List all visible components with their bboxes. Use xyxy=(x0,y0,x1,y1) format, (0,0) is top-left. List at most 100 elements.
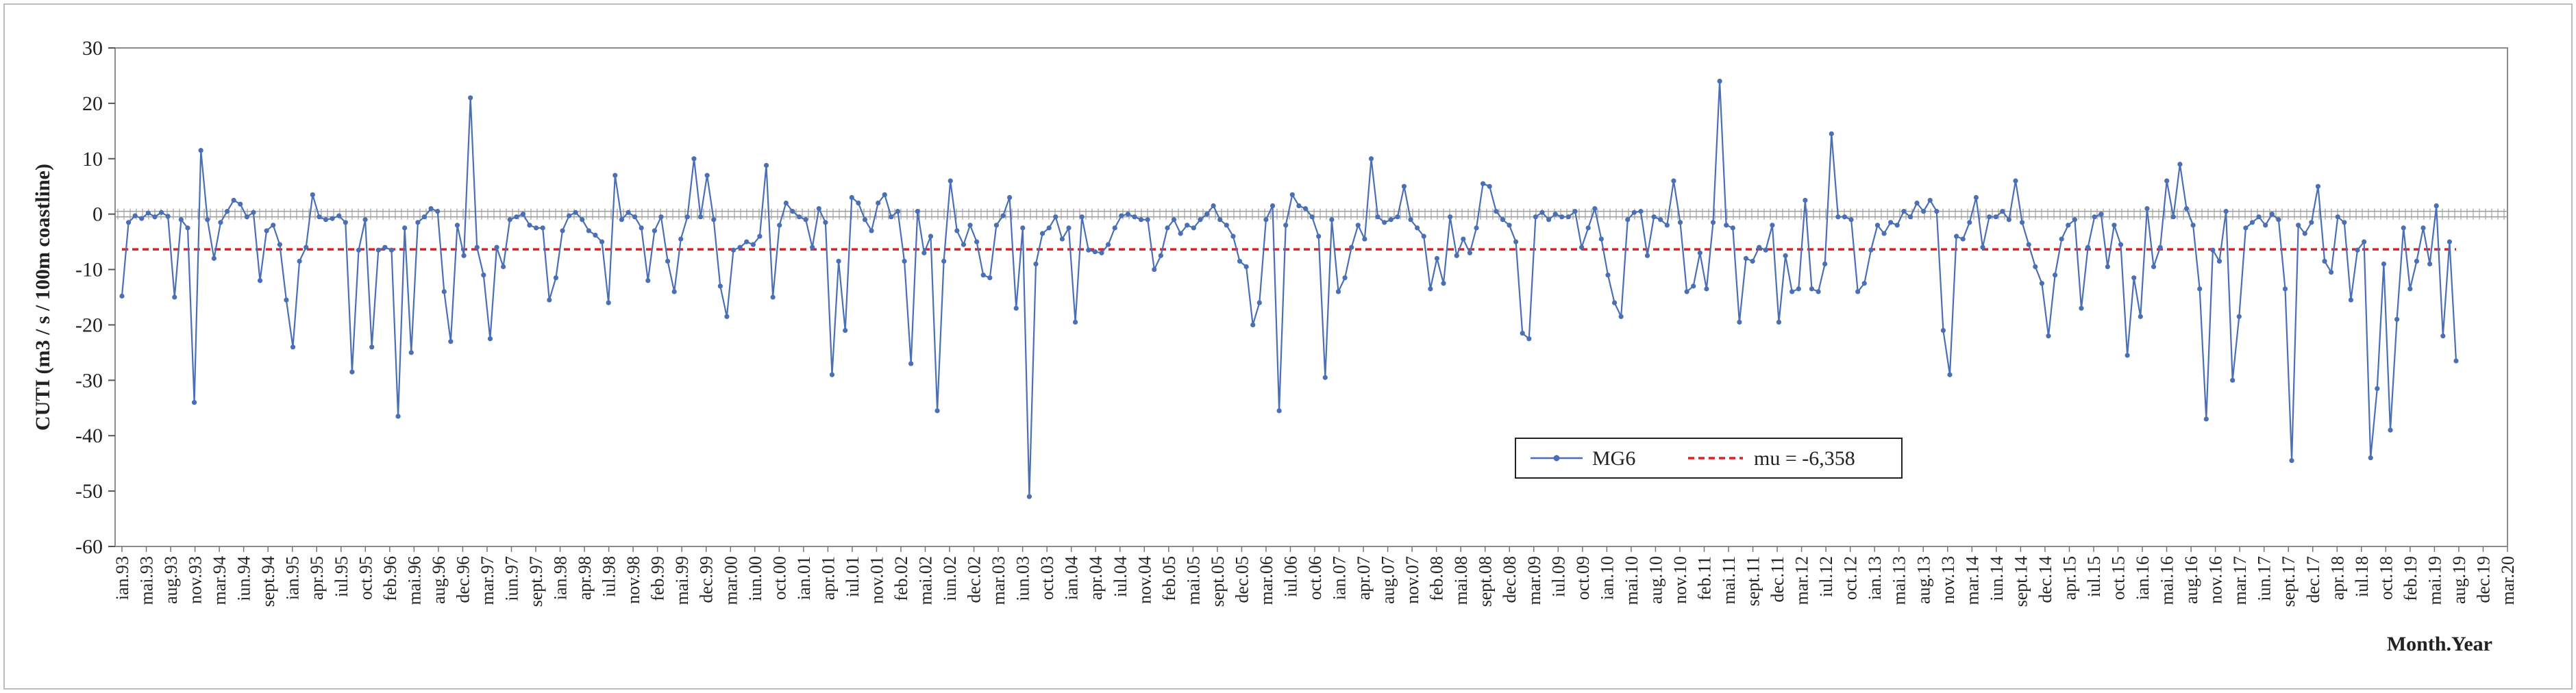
data-point xyxy=(1309,214,1315,220)
data-point xyxy=(1638,209,1644,214)
x-tick-label: mar.97 xyxy=(478,556,497,605)
data-point xyxy=(1954,234,1959,239)
data-point xyxy=(487,336,493,342)
data-point xyxy=(1520,330,1525,336)
data-point xyxy=(823,220,828,225)
x-tick-label: iun.14 xyxy=(1987,556,2007,601)
x-tick-label: ian.10 xyxy=(1597,556,1617,600)
x-tick-label: apr.01 xyxy=(818,556,838,600)
data-point xyxy=(2059,236,2064,242)
x-tick-label: oct.18 xyxy=(2376,556,2396,600)
x-tick-label: mai.93 xyxy=(137,556,157,605)
data-point xyxy=(1237,258,1243,264)
data-point xyxy=(1033,261,1039,267)
x-tick-label: dec.11 xyxy=(1768,556,1787,603)
data-point xyxy=(1572,209,1578,214)
data-point xyxy=(948,178,953,184)
data-point xyxy=(375,247,381,253)
data-point xyxy=(1927,197,1933,203)
x-tick-label: iul.01 xyxy=(843,556,863,597)
data-point xyxy=(1651,214,1657,220)
data-point xyxy=(132,213,138,218)
data-point xyxy=(928,234,934,239)
data-point xyxy=(1368,156,1374,162)
data-point xyxy=(415,220,421,225)
data-point xyxy=(428,205,434,212)
x-tick-label: feb.02 xyxy=(891,556,911,601)
data-point xyxy=(1907,214,1914,220)
data-point xyxy=(191,400,197,405)
data-point xyxy=(2375,386,2380,392)
data-point xyxy=(665,258,671,264)
x-tick-label: oct.06 xyxy=(1305,556,1325,600)
data-point xyxy=(185,225,190,231)
data-point xyxy=(1224,223,1229,228)
data-point xyxy=(1894,223,1900,228)
legend-marker-mg6 xyxy=(1553,455,1560,462)
data-point xyxy=(343,220,348,225)
data-point xyxy=(1967,220,1972,225)
data-point xyxy=(2329,270,2334,275)
data-point xyxy=(547,297,552,303)
data-point xyxy=(2230,377,2236,383)
data-point xyxy=(264,228,269,234)
x-tick-label: sept.97 xyxy=(526,556,546,607)
data-point xyxy=(1448,214,1453,220)
data-point xyxy=(1276,408,1282,414)
x-tick-label: iun.97 xyxy=(501,556,521,601)
data-point xyxy=(612,173,618,178)
data-point xyxy=(172,294,177,300)
data-point xyxy=(2144,205,2150,212)
data-point xyxy=(1349,244,1354,250)
data-point xyxy=(921,250,927,255)
x-tick-label: mai.99 xyxy=(672,556,692,605)
x-tick-label: nov.13 xyxy=(1938,556,1958,604)
x-tick-label: iul.18 xyxy=(2352,556,2372,597)
x-tick-label: oct.95 xyxy=(356,556,375,600)
data-point xyxy=(862,217,868,223)
data-point xyxy=(757,234,763,239)
data-point xyxy=(1355,223,1361,228)
data-point xyxy=(684,214,690,220)
data-point xyxy=(2263,223,2268,228)
x-tick-label: oct.12 xyxy=(1841,556,1861,600)
data-point xyxy=(2322,258,2327,264)
plot-area xyxy=(114,47,2508,547)
data-point xyxy=(567,213,572,218)
data-point xyxy=(934,408,940,414)
data-point xyxy=(1816,289,1821,294)
data-point xyxy=(481,273,486,278)
data-point xyxy=(2447,239,2453,244)
data-point xyxy=(2427,261,2433,267)
data-point xyxy=(152,214,158,220)
x-tick-label: ian.07 xyxy=(1330,556,1350,600)
data-point xyxy=(1454,253,1459,258)
data-point xyxy=(1092,249,1098,255)
data-point xyxy=(1625,217,1631,223)
data-point xyxy=(271,223,276,228)
data-point xyxy=(1539,210,1545,215)
data-point xyxy=(1099,250,1104,255)
data-point xyxy=(1191,225,1196,231)
x-tick-label: apr.07 xyxy=(1354,556,1374,600)
data-point xyxy=(1671,178,1676,184)
data-point xyxy=(1059,236,1065,242)
data-point xyxy=(580,217,585,223)
data-point xyxy=(205,217,210,223)
x-tick-label: iul.98 xyxy=(599,556,619,597)
data-point xyxy=(1724,223,1729,228)
data-point xyxy=(2210,247,2216,253)
data-point xyxy=(770,294,776,300)
data-point xyxy=(1243,264,1249,270)
x-tick-label: iun.02 xyxy=(940,556,960,601)
data-point xyxy=(737,244,743,250)
data-point xyxy=(2105,264,2110,270)
data-point xyxy=(1428,286,1433,292)
data-point xyxy=(395,414,401,419)
x-tick-label: nov.98 xyxy=(623,556,643,604)
data-point xyxy=(2019,220,2025,225)
x-tick-label: nov.93 xyxy=(186,556,206,604)
data-point xyxy=(2026,242,2031,247)
data-point xyxy=(2111,223,2117,228)
